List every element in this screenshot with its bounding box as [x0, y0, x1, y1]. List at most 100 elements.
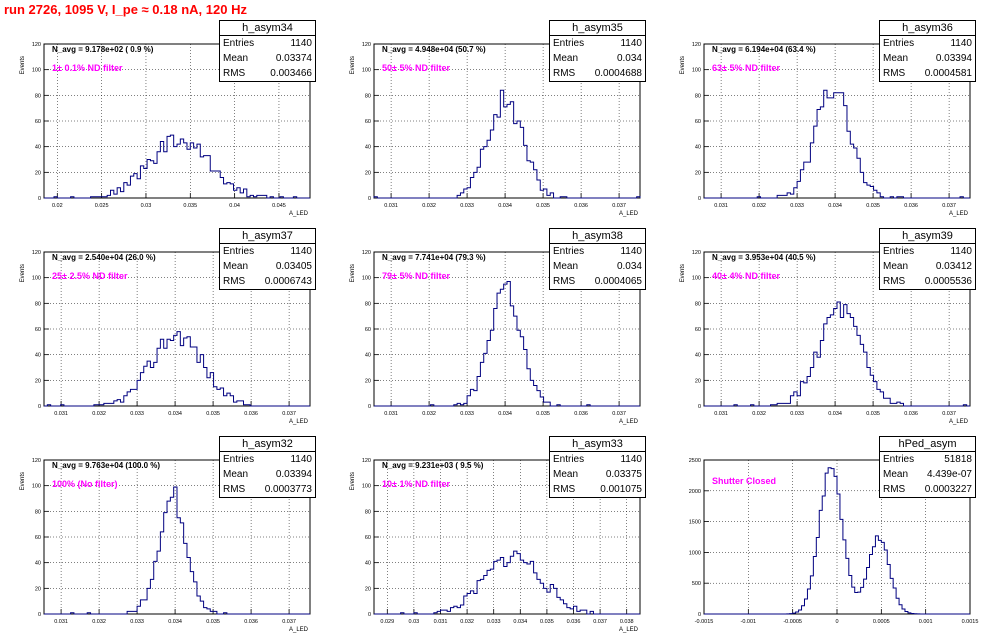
x-tick-label: 0.037 — [942, 203, 956, 209]
x-tick-label: 0.032 — [92, 411, 106, 417]
x-tick-label: -0.0005 — [783, 619, 802, 625]
stats-row-mean: Mean 0.03375 — [550, 467, 645, 482]
stats-row-entries: Entries 1140 — [550, 452, 645, 467]
stats-value: 0.001075 — [600, 484, 642, 495]
histogram-panel-h_asym38: 0 20 40 60 80 100 120 0.031 0.032 0.033 0.034 0.035… — [330, 226, 655, 426]
y-tick-label: 40 — [365, 561, 371, 567]
stats-label: Mean — [883, 261, 909, 272]
y-tick-label: 100 — [362, 68, 371, 74]
stats-value: 0.03394 — [275, 469, 312, 480]
y-tick-label: 60 — [365, 535, 371, 541]
filter-label: 1± 0.1% ND filter — [52, 63, 123, 73]
y-tick-label: 60 — [365, 327, 371, 333]
y-axis-label: Events — [350, 264, 356, 282]
y-tick-label: 120 — [32, 458, 41, 464]
x-axis-label: A_LED — [949, 211, 969, 217]
stats-row-mean: Mean 0.03394 — [220, 467, 315, 482]
histogram-panel-h_asym35: 0 20 40 60 80 100 120 0.031 0.032 0.033 0.034 0.035… — [330, 18, 655, 218]
stats-row-mean: Mean 4.439e-07 — [880, 467, 975, 482]
histogram-plot: 0 20 40 60 80 100 120 0.031 0.032 0.033 0.034 0.035… — [350, 42, 641, 217]
x-tick-label: 0.036 — [574, 411, 588, 417]
stats-value: 0.034 — [616, 53, 642, 64]
x-tick-label: 0.033 — [790, 411, 804, 417]
x-tick-label: 0.035 — [866, 203, 880, 209]
x-tick-label: 0 — [835, 619, 838, 625]
x-tick-label: 0.0015 — [962, 619, 979, 625]
y-tick-label: 0 — [698, 196, 701, 202]
stats-label: Mean — [223, 469, 249, 480]
stats-value: 4.439e-07 — [926, 469, 972, 480]
x-tick-label: 0.035 — [536, 203, 550, 209]
stats-row-rms: RMS 0.0003227 — [880, 482, 975, 497]
stats-label: Mean — [883, 469, 909, 480]
y-tick-label: 60 — [35, 535, 41, 541]
stats-value: 1140 — [620, 454, 642, 465]
histogram-curve — [704, 301, 970, 407]
stats-label: Entries — [883, 454, 915, 465]
histogram-curve — [373, 89, 641, 199]
x-tick-label: 0.034 — [498, 411, 512, 417]
stats-row-entries: Entries 1140 — [880, 36, 975, 51]
y-tick-label: 1500 — [689, 520, 701, 526]
x-tick-label: 0.035 — [206, 411, 220, 417]
stats-box: h_asym38 Entries 1140 Mean 0.034 RMS 0.0004065 — [549, 228, 646, 290]
histogram-plot: 0 20 40 60 80 100 120 0.031 0.032 0.033 0.034 0.035… — [20, 250, 311, 425]
filter-label: 40± 4% ND filter — [712, 271, 780, 281]
x-axis-label: A_LED — [289, 211, 309, 217]
histogram-name: h_asym33 — [550, 437, 645, 452]
stats-row-rms: RMS 0.003466 — [220, 66, 315, 81]
y-tick-label: 60 — [35, 119, 41, 125]
stats-label: Entries — [553, 246, 585, 257]
histogram-name: h_asym35 — [550, 21, 645, 36]
x-tick-label: 0.001 — [919, 619, 933, 625]
stats-value: 0.003466 — [270, 68, 312, 79]
stats-label: RMS — [553, 484, 576, 495]
stats-value: 0.0006743 — [264, 276, 312, 287]
filter-label: 100% (No filter) — [52, 479, 118, 489]
y-tick-label: 100 — [32, 276, 41, 282]
filter-label: 63± 5% ND filter — [712, 63, 780, 73]
stats-label: Mean — [553, 469, 579, 480]
y-tick-label: 80 — [365, 301, 371, 307]
y-tick-label: 20 — [695, 378, 701, 384]
y-axis-label: Events — [350, 56, 356, 74]
y-tick-label: 120 — [32, 250, 41, 256]
y-axis-label: Events — [350, 472, 356, 490]
histogram-name: h_asym36 — [880, 21, 975, 36]
x-tick-label: 0.037 — [593, 619, 607, 625]
stats-row-mean: Mean 0.034 — [550, 259, 645, 274]
x-tick-label: 0.037 — [612, 411, 626, 417]
stats-value: 0.0004688 — [594, 68, 642, 79]
x-tick-label: 0.045 — [272, 203, 286, 209]
histogram-panel-h_asym39: 0 20 40 60 80 100 120 0.031 0.032 0.033 0.034 0.035… — [660, 226, 985, 426]
histogram-curve — [44, 486, 310, 615]
y-tick-label: 40 — [695, 145, 701, 151]
x-tick-label: 0.037 — [612, 203, 626, 209]
x-tick-label: -0.0015 — [695, 619, 714, 625]
stats-value: 0.03394 — [935, 53, 972, 64]
y-tick-label: 80 — [365, 509, 371, 515]
x-tick-label: 0.032 — [422, 203, 436, 209]
n-avg-label: N_avg = 7.741e+04 (79.3 %) — [382, 253, 486, 262]
x-tick-label: 0.031 — [54, 619, 68, 625]
histogram-panel-h_asym34: 0 20 40 60 80 100 120 0.02 0.025 0.03 0.035 0.04 0.0… — [0, 18, 325, 218]
x-tick-label: 0.0005 — [873, 619, 890, 625]
stats-box: h_asym32 Entries 1140 Mean 0.03394 RMS 0.00037… — [219, 436, 316, 498]
stats-label: RMS — [883, 276, 906, 287]
y-tick-label: 80 — [695, 93, 701, 99]
stats-value: 0.0003773 — [264, 484, 312, 495]
x-tick-label: 0.03 — [141, 203, 152, 209]
histogram-panel-h_asym36: 0 20 40 60 80 100 120 0.031 0.032 0.033 0.034 0.035… — [660, 18, 985, 218]
histogram-name: h_asym34 — [220, 21, 315, 36]
histogram-name: hPed_asym — [880, 437, 975, 452]
y-axis-label: Events — [20, 472, 26, 490]
x-tick-label: 0.034 — [498, 203, 512, 209]
x-tick-label: 0.035 — [536, 411, 550, 417]
y-tick-label: 0 — [38, 612, 41, 618]
x-tick-label: 0.031 — [54, 411, 68, 417]
y-tick-label: 0 — [698, 612, 701, 618]
y-tick-label: 20 — [365, 170, 371, 176]
y-tick-label: 120 — [362, 42, 371, 48]
x-tick-label: 0.04 — [229, 203, 240, 209]
y-tick-label: 40 — [35, 561, 41, 567]
